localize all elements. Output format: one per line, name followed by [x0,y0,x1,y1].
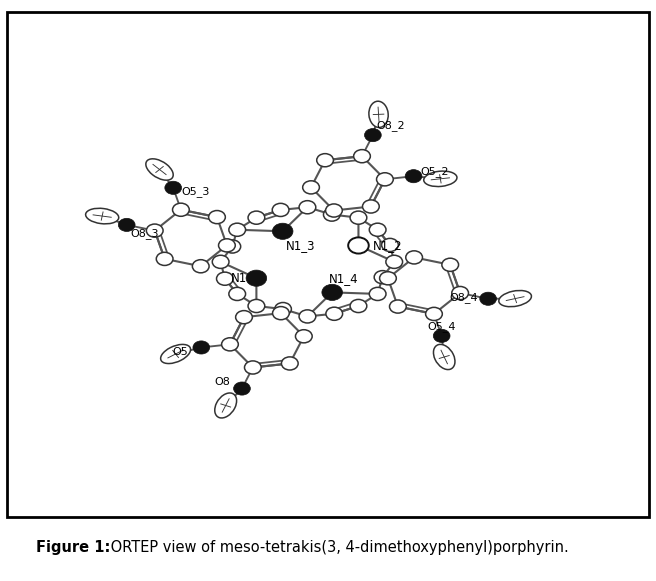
Circle shape [350,299,367,313]
Circle shape [209,210,226,224]
Circle shape [350,211,367,224]
Circle shape [348,238,369,253]
Circle shape [272,223,293,239]
Circle shape [156,252,173,266]
Circle shape [374,271,391,284]
Text: O8_4: O8_4 [449,292,478,303]
Circle shape [380,272,396,285]
Circle shape [281,357,298,370]
Circle shape [234,382,251,395]
Circle shape [299,310,316,323]
Ellipse shape [146,159,173,180]
Text: N1: N1 [231,272,247,285]
Circle shape [272,307,289,320]
Ellipse shape [369,101,388,127]
Circle shape [326,307,342,320]
Circle shape [452,286,468,300]
Circle shape [406,251,422,264]
Circle shape [224,240,241,253]
Circle shape [118,218,135,231]
Ellipse shape [86,208,119,224]
Text: N1_3: N1_3 [286,239,316,252]
Text: Figure 1:: Figure 1: [36,540,110,555]
Circle shape [390,300,406,313]
Text: N1_2: N1_2 [373,239,402,252]
Circle shape [365,128,381,142]
Text: O5_3: O5_3 [182,187,210,198]
Circle shape [236,311,253,324]
Circle shape [325,204,342,217]
Ellipse shape [434,345,455,370]
Circle shape [363,200,379,213]
Circle shape [275,303,291,315]
Text: O5_2: O5_2 [420,166,449,177]
Ellipse shape [215,393,237,418]
Circle shape [165,181,182,195]
Circle shape [434,329,450,342]
Text: ORTEP view of meso-tetrakis(3, 4-dimethoxyphenyl)porphyrin.: ORTEP view of meso-tetrakis(3, 4-dimetho… [106,540,569,555]
Circle shape [193,341,210,354]
Circle shape [405,170,422,183]
Circle shape [229,288,245,300]
Circle shape [222,338,238,351]
Circle shape [369,223,386,236]
Circle shape [216,272,234,285]
Text: O8: O8 [215,378,231,388]
Circle shape [426,307,442,321]
Ellipse shape [499,290,531,307]
Circle shape [322,284,342,300]
Circle shape [229,223,245,236]
Circle shape [218,239,236,252]
Circle shape [173,203,189,216]
Text: O5: O5 [173,346,189,357]
Circle shape [480,292,497,306]
Text: O8_3: O8_3 [131,228,159,239]
Circle shape [386,255,403,268]
Circle shape [442,258,459,271]
Circle shape [295,329,312,343]
Ellipse shape [424,171,457,187]
Circle shape [248,211,265,224]
Circle shape [246,270,267,286]
Text: N1_4: N1_4 [329,272,359,285]
Circle shape [302,181,319,194]
Circle shape [382,238,398,252]
Circle shape [272,203,289,217]
Circle shape [369,288,386,300]
Circle shape [245,361,261,374]
Circle shape [213,255,229,268]
Circle shape [192,260,209,273]
Circle shape [323,208,340,221]
Circle shape [146,224,163,237]
Circle shape [299,200,316,214]
Text: O5_4: O5_4 [428,321,456,332]
Text: O8_2: O8_2 [377,120,405,131]
Circle shape [377,173,393,186]
Circle shape [354,150,371,163]
Circle shape [317,153,333,167]
Circle shape [248,299,265,313]
Ellipse shape [161,345,191,364]
